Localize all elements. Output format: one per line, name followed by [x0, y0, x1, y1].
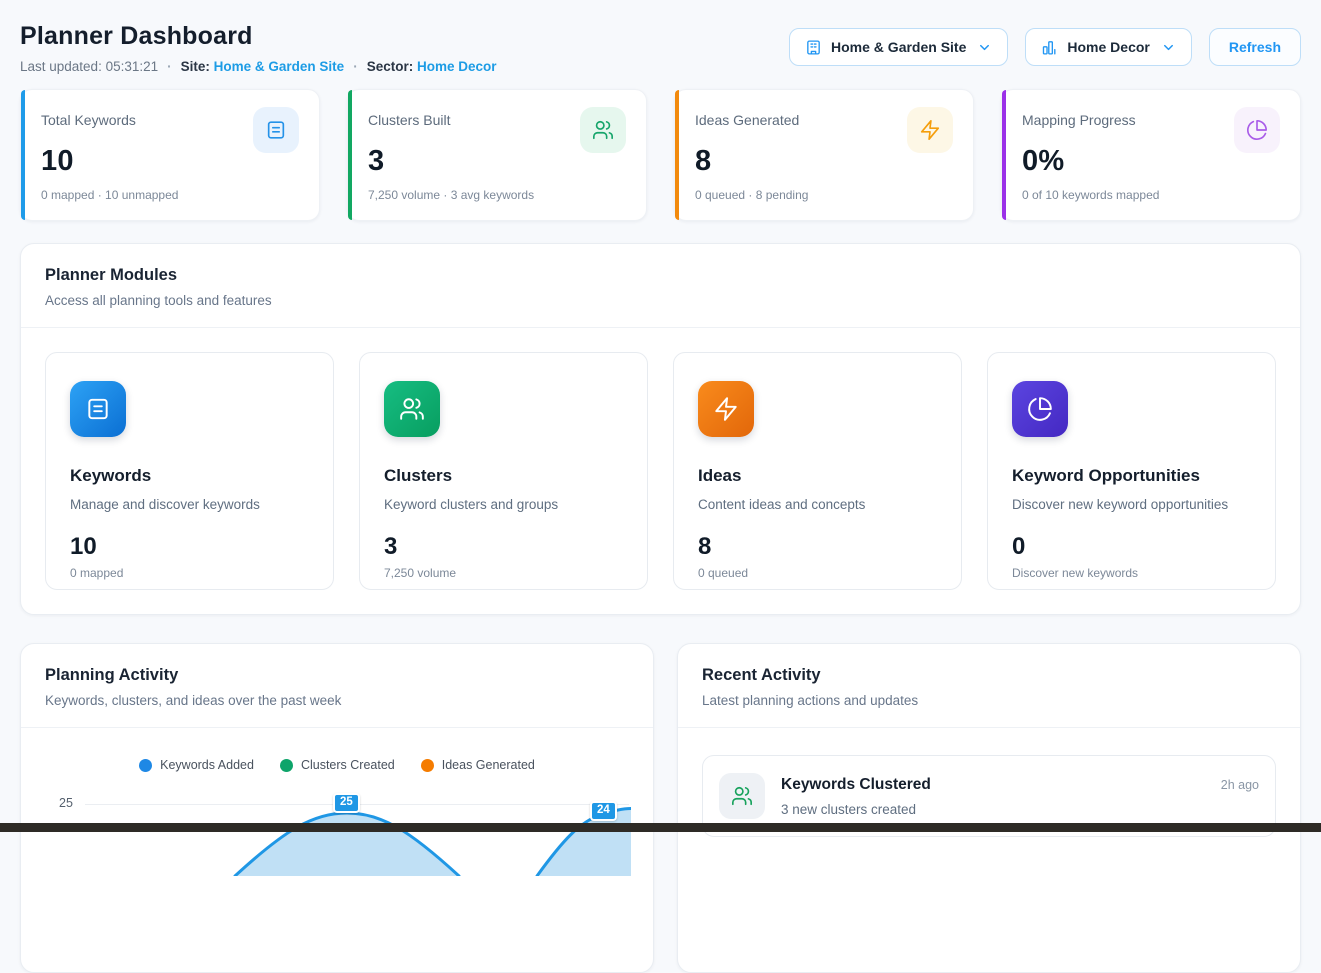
legend-dot-blue: [139, 759, 152, 772]
divider: [678, 727, 1300, 728]
module-sub: 0 mapped: [70, 566, 309, 580]
planning-activity-subtitle: Keywords, clusters, and ideas over the p…: [45, 693, 629, 708]
legend-item-clusters-created[interactable]: Clusters Created: [280, 758, 395, 772]
module-card-keyword-opportunities[interactable]: Keyword Opportunities Discover new keywo…: [987, 352, 1276, 590]
module-title: Clusters: [384, 466, 623, 486]
module-card-keywords[interactable]: Keywords Manage and discover keywords 10…: [45, 352, 334, 590]
chevron-down-icon: [1161, 40, 1176, 55]
recent-activity-title: Recent Activity: [702, 666, 1276, 685]
site-label: Site:: [181, 59, 210, 74]
legend-item-keywords-added[interactable]: Keywords Added: [139, 758, 254, 772]
stat-label: Total Keywords: [41, 107, 136, 128]
refresh-button[interactable]: Refresh: [1209, 28, 1301, 66]
stat-label: Mapping Progress: [1022, 107, 1136, 128]
activity-timestamp: 2h ago: [1221, 773, 1259, 792]
planner-modules-panel: Planner Modules Access all planning tool…: [20, 243, 1301, 615]
sector-label: Sector:: [367, 59, 414, 74]
page-title: Planner Dashboard: [20, 22, 497, 51]
header-left: Planner Dashboard Last updated: 05:31:21…: [20, 22, 497, 74]
activity-text: Keywords Clustered 3 new clusters create…: [781, 773, 931, 817]
module-description: Keyword clusters and groups: [384, 497, 623, 512]
recent-activity-subtitle: Latest planning actions and updates: [702, 693, 1276, 708]
bolt-icon: [698, 381, 754, 437]
module-description: Manage and discover keywords: [70, 497, 309, 512]
data-label-24: 24: [590, 801, 617, 821]
stat-sub: 0 of 10 keywords mapped: [1022, 188, 1280, 202]
stat-sub: 0 mapped · 10 unmapped: [41, 188, 299, 202]
stat-card-total-keywords: Total Keywords 10 0 mapped · 10 unmapped: [20, 89, 320, 221]
module-sub: 0 queued: [698, 566, 937, 580]
recent-activity-panel: Recent Activity Latest planning actions …: [677, 643, 1301, 973]
module-title: Ideas: [698, 466, 937, 486]
activity-title: Keywords Clustered: [781, 773, 931, 794]
header-meta: Last updated: 05:31:21 · Site: Home & Ga…: [20, 59, 497, 74]
planning-activity-title: Planning Activity: [45, 666, 629, 685]
building-icon: [805, 39, 822, 56]
list-icon: [70, 381, 126, 437]
module-sub: Discover new keywords: [1012, 566, 1251, 580]
meta-separator-2: ·: [353, 59, 358, 74]
site-link[interactable]: Home & Garden Site: [214, 59, 345, 74]
sector-selector-label: Home Decor: [1067, 39, 1149, 55]
bar-chart-icon: [1041, 39, 1058, 56]
stat-sub: 0 queued · 8 pending: [695, 188, 953, 202]
planning-activity-panel: Planning Activity Keywords, clusters, an…: [20, 643, 654, 973]
legend-item-ideas-generated[interactable]: Ideas Generated: [421, 758, 535, 772]
chart-legend: Keywords Added Clusters Created Ideas Ge…: [21, 758, 653, 772]
stat-label: Clusters Built: [368, 107, 450, 128]
sector-meta: Sector: Home Decor: [367, 59, 497, 74]
legend-dot-orange: [421, 759, 434, 772]
module-value: 0: [1012, 533, 1251, 561]
stat-card-mapping-progress: Mapping Progress 0% 0 of 10 keywords map…: [1001, 89, 1301, 221]
activity-description: 3 new clusters created: [781, 802, 931, 817]
area-chart: 25 25 24: [21, 804, 653, 924]
site-meta: Site: Home & Garden Site: [181, 59, 345, 74]
sector-selector-dropdown[interactable]: Home Decor: [1025, 28, 1191, 66]
module-value: 8: [698, 533, 937, 561]
stats-row: Total Keywords 10 0 mapped · 10 unmapped…: [20, 89, 1301, 221]
module-title: Keyword Opportunities: [1012, 466, 1251, 486]
stat-label: Ideas Generated: [695, 107, 799, 128]
module-card-clusters[interactable]: Clusters Keyword clusters and groups 3 7…: [359, 352, 648, 590]
module-value: 10: [70, 533, 309, 561]
stat-card-clusters-built: Clusters Built 3 7,250 volume · 3 avg ke…: [347, 89, 647, 221]
y-axis-tick-25: 25: [59, 796, 73, 810]
last-updated-text: Last updated: 05:31:21: [20, 59, 158, 74]
sector-link[interactable]: Home Decor: [417, 59, 497, 74]
site-selector-dropdown[interactable]: Home & Garden Site: [789, 28, 1008, 66]
legend-dot-green: [280, 759, 293, 772]
bolt-icon: [907, 107, 953, 153]
modules-grid: Keywords Manage and discover keywords 10…: [21, 328, 1300, 614]
users-icon: [580, 107, 626, 153]
pie-chart-icon: [1234, 107, 1280, 153]
pie-chart-icon: [1012, 381, 1068, 437]
stat-card-ideas-generated: Ideas Generated 8 0 queued · 8 pending: [674, 89, 974, 221]
users-icon: [384, 381, 440, 437]
modules-title: Planner Modules: [45, 266, 1276, 285]
legend-label: Keywords Added: [160, 758, 254, 772]
bottom-row: Planning Activity Keywords, clusters, an…: [20, 643, 1301, 973]
meta-separator: ·: [167, 59, 172, 74]
modules-subtitle: Access all planning tools and features: [45, 293, 1276, 308]
module-description: Content ideas and concepts: [698, 497, 937, 512]
divider: [21, 727, 653, 728]
module-sub: 7,250 volume: [384, 566, 623, 580]
data-label-25: 25: [333, 793, 360, 813]
module-title: Keywords: [70, 466, 309, 486]
module-description: Discover new keyword opportunities: [1012, 497, 1251, 512]
legend-label: Clusters Created: [301, 758, 395, 772]
legend-label: Ideas Generated: [442, 758, 535, 772]
users-icon: [719, 773, 765, 819]
header-toolbar: Home & Garden Site Home Decor Refresh: [789, 28, 1301, 66]
site-selector-label: Home & Garden Site: [831, 39, 966, 55]
header: Planner Dashboard Last updated: 05:31:21…: [20, 0, 1301, 74]
module-value: 3: [384, 533, 623, 561]
bottom-edge-strip: [0, 823, 1321, 832]
chevron-down-icon: [977, 40, 992, 55]
list-icon: [253, 107, 299, 153]
module-card-ideas[interactable]: Ideas Content ideas and concepts 8 0 que…: [673, 352, 962, 590]
stat-sub: 7,250 volume · 3 avg keywords: [368, 188, 626, 202]
